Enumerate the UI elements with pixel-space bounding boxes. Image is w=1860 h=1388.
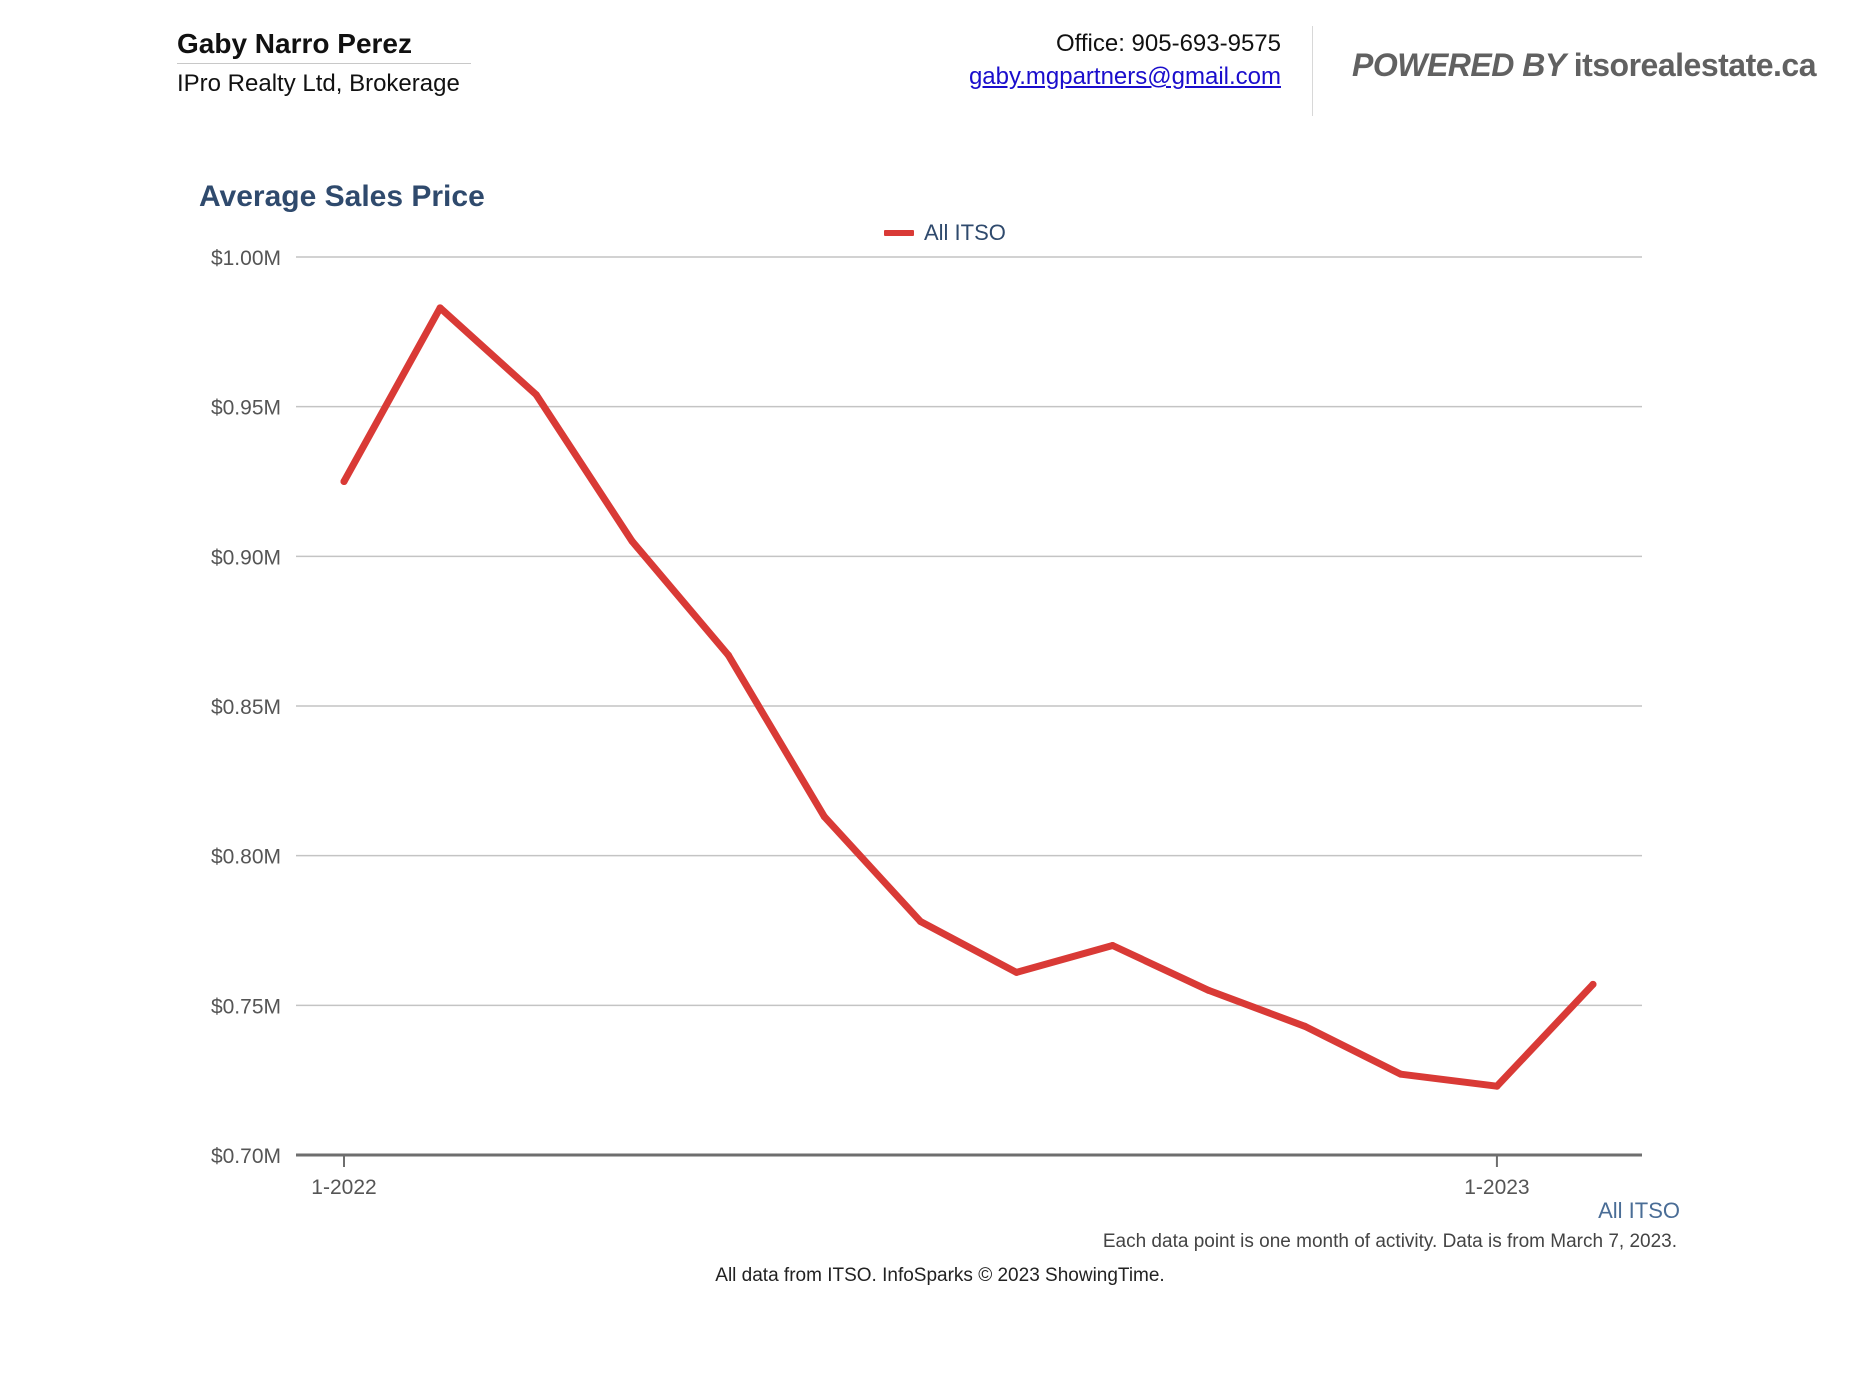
data-point [436, 304, 444, 312]
data-point [340, 478, 348, 485]
y-tick-label: $0.70M [211, 1145, 281, 1168]
data-point [1397, 1070, 1405, 1078]
y-tick-label: $0.90M [211, 546, 281, 569]
series-footer-label: All ITSO [1598, 1198, 1680, 1223]
data-point [1205, 986, 1213, 994]
series-line [340, 304, 1597, 1090]
powered-by-logo: POWERED BY itsorealestate.ca [1352, 47, 1817, 84]
x-tick-label: 1-2022 [311, 1176, 376, 1199]
data-point [724, 651, 732, 659]
data-point [532, 391, 540, 399]
data-footnote: Each data point is one month of activity… [1102, 1231, 1677, 1252]
agent-company: IPro Realty Ltd, Brokerage [177, 70, 460, 97]
y-tick-label: $0.80M [211, 846, 281, 869]
data-point [628, 537, 636, 545]
legend-label: All ITSO [924, 220, 1006, 245]
data-point [1589, 980, 1597, 988]
x-tick-label: 1-2023 [1464, 1176, 1529, 1199]
header-divider [1312, 26, 1313, 116]
data-point [1493, 1082, 1501, 1090]
y-tick-label: $0.85M [211, 696, 281, 719]
site-name: itsorealestate.ca [1573, 47, 1817, 83]
office-phone: Office: 905-693-9575 [1055, 30, 1281, 57]
data-point [1109, 941, 1117, 949]
copyright-notice: All data from ITSO. InfoSparks © 2023 Sh… [715, 1265, 1165, 1286]
data-point [1013, 968, 1021, 976]
y-tick-label: $0.95M [211, 397, 281, 420]
chart-legend[interactable]: All ITSO [884, 220, 1006, 246]
agent-name: Gaby Narro Perez [177, 28, 412, 59]
legend-swatch [884, 230, 914, 236]
email-link[interactable]: gaby.mgpartners@gmail.com [968, 63, 1281, 90]
agent-divider [177, 63, 471, 64]
chart-title: Average Sales Price [199, 180, 485, 213]
y-tick-label: $1.00M [211, 247, 281, 270]
powered-by-text: POWERED BY [1352, 47, 1566, 83]
y-tick-label: $0.75M [211, 995, 281, 1018]
data-point [820, 813, 828, 821]
data-point [1301, 1022, 1309, 1030]
data-point [916, 918, 924, 926]
